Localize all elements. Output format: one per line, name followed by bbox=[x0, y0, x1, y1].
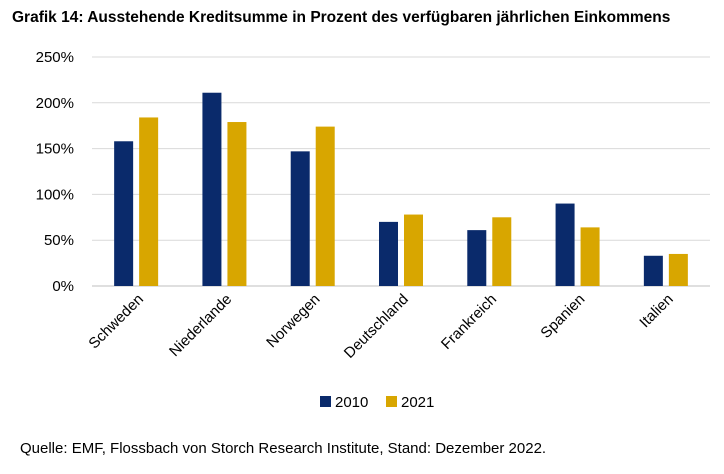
x-tick-label-schweden: Schweden bbox=[85, 291, 147, 353]
x-tick-label-deutschland: Deutschland bbox=[341, 291, 412, 362]
bar-deutschland-2010 bbox=[379, 221, 398, 286]
legend-swatch-2021 bbox=[386, 396, 397, 407]
bar-italien-2021 bbox=[668, 253, 688, 286]
bar-schweden-2021 bbox=[139, 117, 159, 287]
bar-frankreich-2010 bbox=[467, 230, 487, 286]
x-tick-label-norwegen: Norwegen bbox=[263, 291, 323, 351]
y-tick-label-50: 50% bbox=[44, 232, 74, 249]
bar-spanien-2010 bbox=[555, 203, 575, 286]
bar-frankreich-2021 bbox=[492, 217, 512, 286]
y-tick-label-0: 0% bbox=[52, 278, 74, 295]
x-tick-label-italien: Italien bbox=[636, 291, 676, 331]
x-tick-label-spanien: Spanien bbox=[537, 291, 588, 342]
chart-title: Grafik 14: Ausstehende Kreditsumme in Pr… bbox=[12, 9, 671, 26]
y-tick-label-250: 250% bbox=[36, 49, 74, 66]
source-note: Quelle: EMF, Flossbach von Storch Resear… bbox=[20, 440, 547, 457]
x-tick-label-niederlande: Niederlande bbox=[166, 291, 235, 360]
bar-norwegen-2010 bbox=[290, 151, 310, 286]
legend-swatch-2010 bbox=[320, 396, 331, 407]
bar-schweden-2010 bbox=[114, 141, 134, 286]
bar-spanien-2021 bbox=[580, 227, 600, 286]
y-tick-label-100: 100% bbox=[36, 186, 74, 203]
legend-label-2021: 2021 bbox=[401, 394, 434, 411]
bar-deutschland-2021 bbox=[404, 214, 423, 286]
bar-niederlande-2021 bbox=[227, 122, 247, 286]
y-tick-label-150: 150% bbox=[36, 141, 74, 158]
bar-niederlande-2010 bbox=[202, 92, 222, 286]
x-tick-label-frankreich: Frankreich bbox=[438, 291, 500, 353]
bar-norwegen-2021 bbox=[315, 126, 335, 286]
legend-label-2010: 2010 bbox=[335, 394, 368, 411]
bar-italien-2010 bbox=[643, 255, 663, 286]
y-tick-label-200: 200% bbox=[36, 95, 74, 112]
